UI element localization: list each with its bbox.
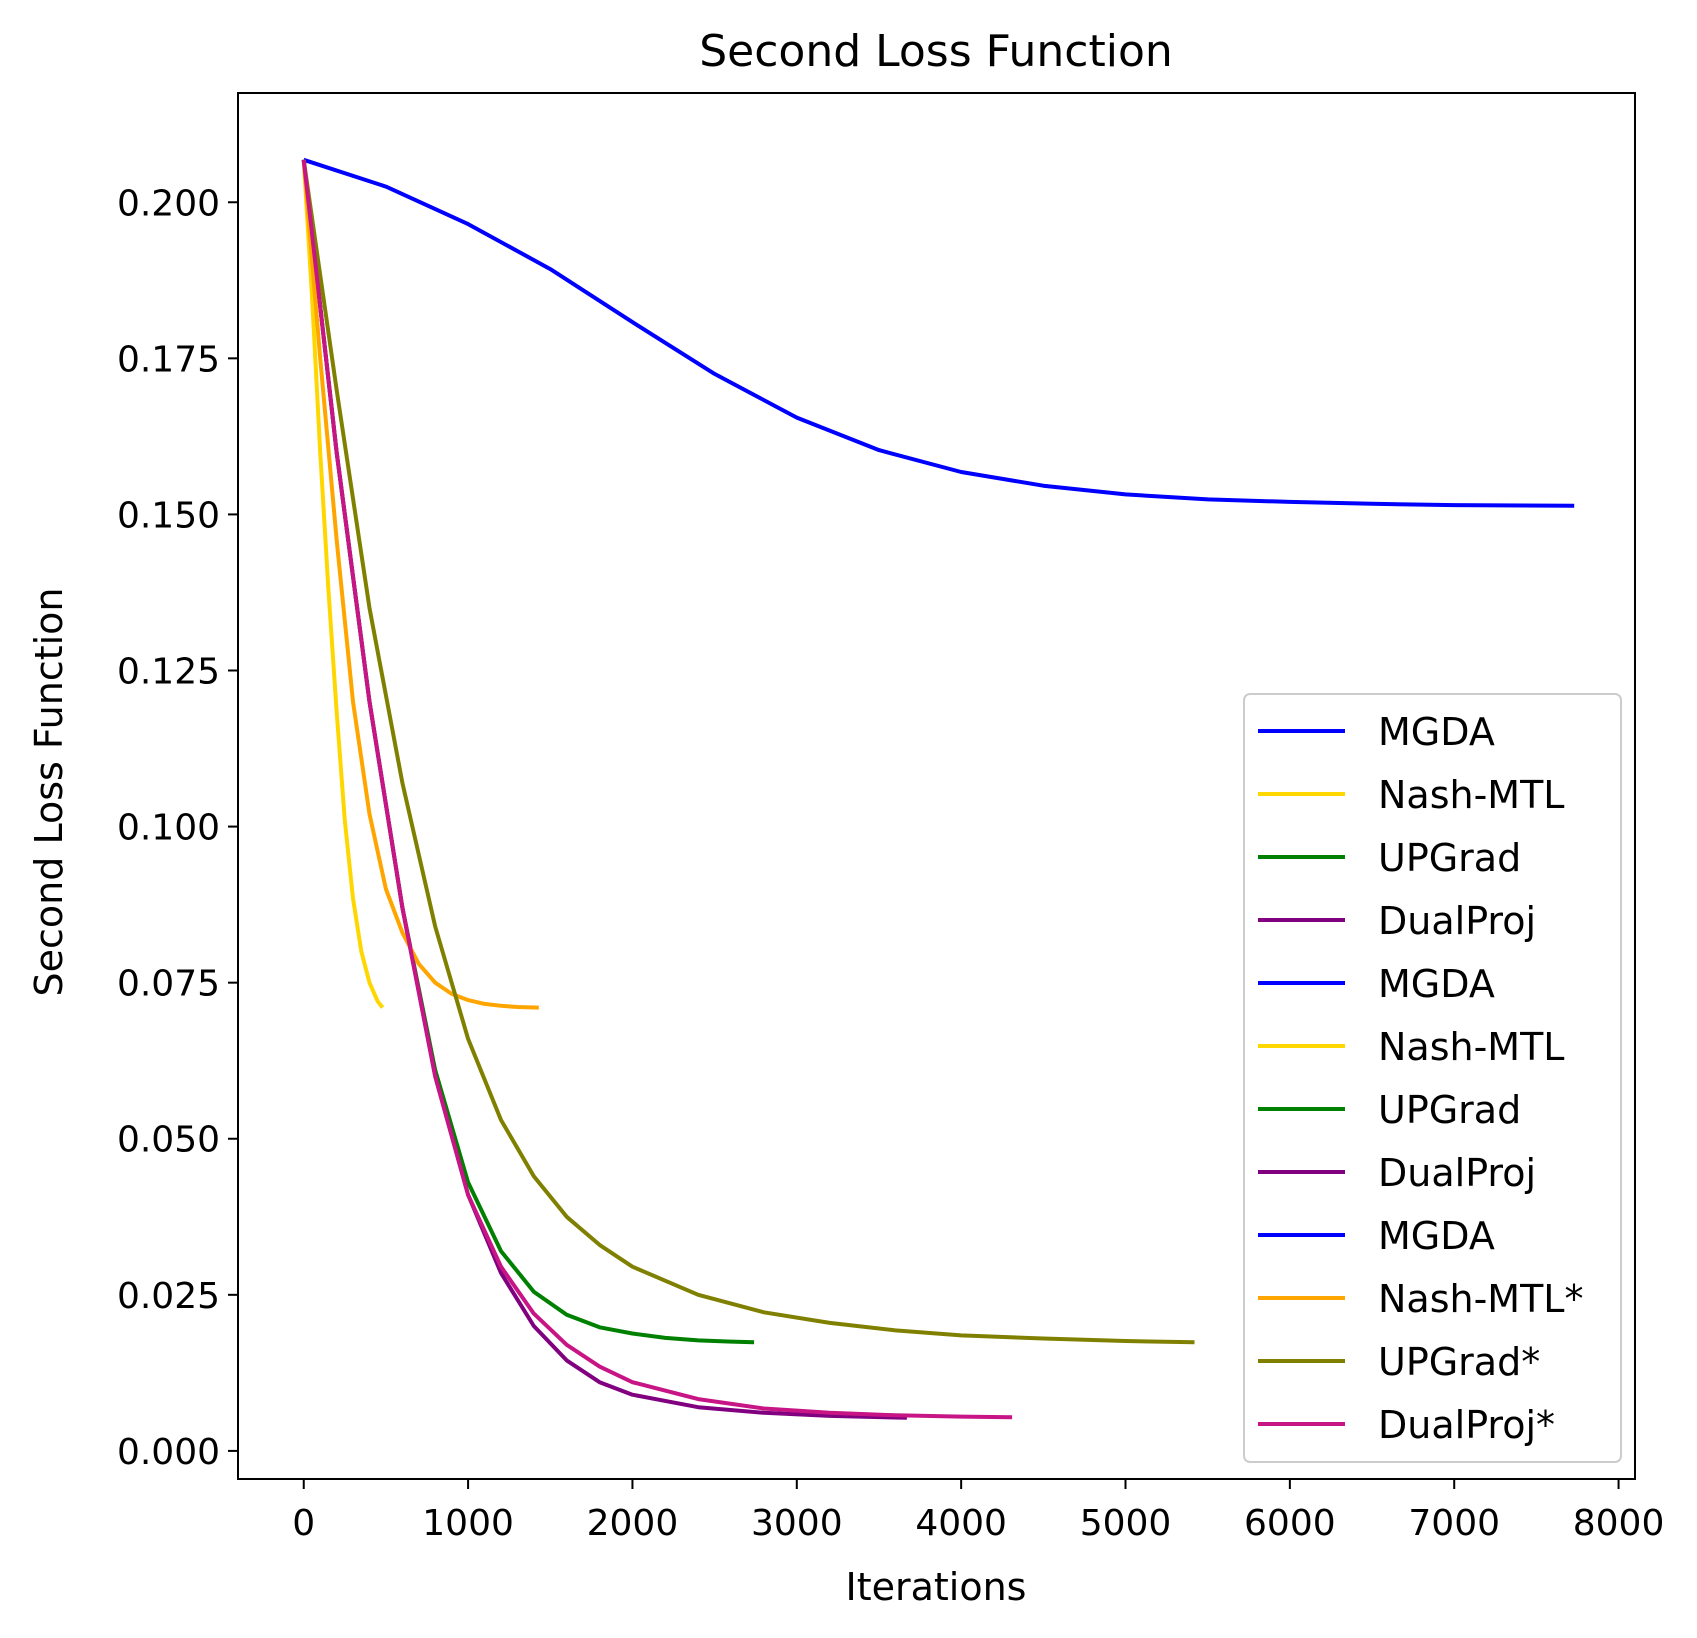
y-ticks: 0.000 0.025 0.050 0.075 0.100 0.125 0.150 0.175… — [117, 183, 238, 1473]
y-tick-label: 0.075 — [117, 964, 220, 1005]
legend-label: UPGrad — [1378, 836, 1521, 880]
y-tick-label: 0.200 — [117, 183, 220, 224]
series-line-9 — [301, 159, 539, 1010]
x-tick-label: 4000 — [915, 1503, 1007, 1544]
legend-label: UPGrad — [1378, 1088, 1521, 1132]
legend-label: MGDA — [1378, 1214, 1495, 1258]
x-tick-label: 2000 — [587, 1503, 679, 1544]
legend-label: MGDA — [1378, 962, 1495, 1006]
legend-label: Nash-MTL — [1378, 1025, 1564, 1069]
y-tick-label: 0.175 — [117, 339, 220, 380]
legend-label: DualProj — [1378, 1151, 1536, 1195]
series-line-1 — [301, 159, 385, 1009]
y-axis-label: Second Loss Function — [27, 588, 71, 997]
x-tick-label: 6000 — [1244, 1503, 1336, 1544]
series-line-11 — [301, 159, 1013, 1420]
legend-label: UPGrad* — [1378, 1340, 1540, 1384]
axes-frame — [237, 92, 1636, 1480]
series-layer — [301, 157, 1575, 1420]
legend-label: MGDA — [1378, 710, 1495, 754]
x-tick-label: 3000 — [751, 1503, 843, 1544]
legend-label: DualProj* — [1378, 1403, 1555, 1447]
legend-label: Nash-MTL* — [1378, 1277, 1583, 1321]
x-axis-label: Iterations — [846, 1565, 1027, 1609]
plot-area — [237, 92, 1636, 1480]
y-tick-label: 0.000 — [117, 1432, 220, 1473]
legend-box — [1243, 693, 1622, 1463]
x-tick-label: 0 — [292, 1503, 315, 1544]
y-tick-label: 0.025 — [117, 1276, 220, 1317]
y-tick-label: 0.050 — [117, 1120, 220, 1161]
y-tick-label: 0.125 — [117, 652, 220, 693]
series-line-0 — [303, 157, 1575, 508]
x-tick-label: 5000 — [1080, 1503, 1172, 1544]
legend-label: DualProj — [1378, 899, 1536, 943]
x-tick-label: 8000 — [1573, 1503, 1665, 1544]
x-tick-label: 1000 — [422, 1503, 514, 1544]
series-line-10 — [301, 159, 1195, 1345]
x-tick-label: 7000 — [1408, 1503, 1500, 1544]
x-ticks: 0 1000 2000 3000 4000 5000 6000 7000 8000 — [292, 1479, 1664, 1544]
y-tick-label: 0.100 — [117, 808, 220, 849]
y-tick-label: 0.150 — [117, 495, 220, 536]
legend: MGDA Nash-MTL UPGrad DualProj MGDA Nash-MTL UP… — [1243, 693, 1622, 1463]
legend-label: Nash-MTL — [1378, 773, 1564, 817]
chart-title: Second Loss Function — [699, 26, 1173, 77]
